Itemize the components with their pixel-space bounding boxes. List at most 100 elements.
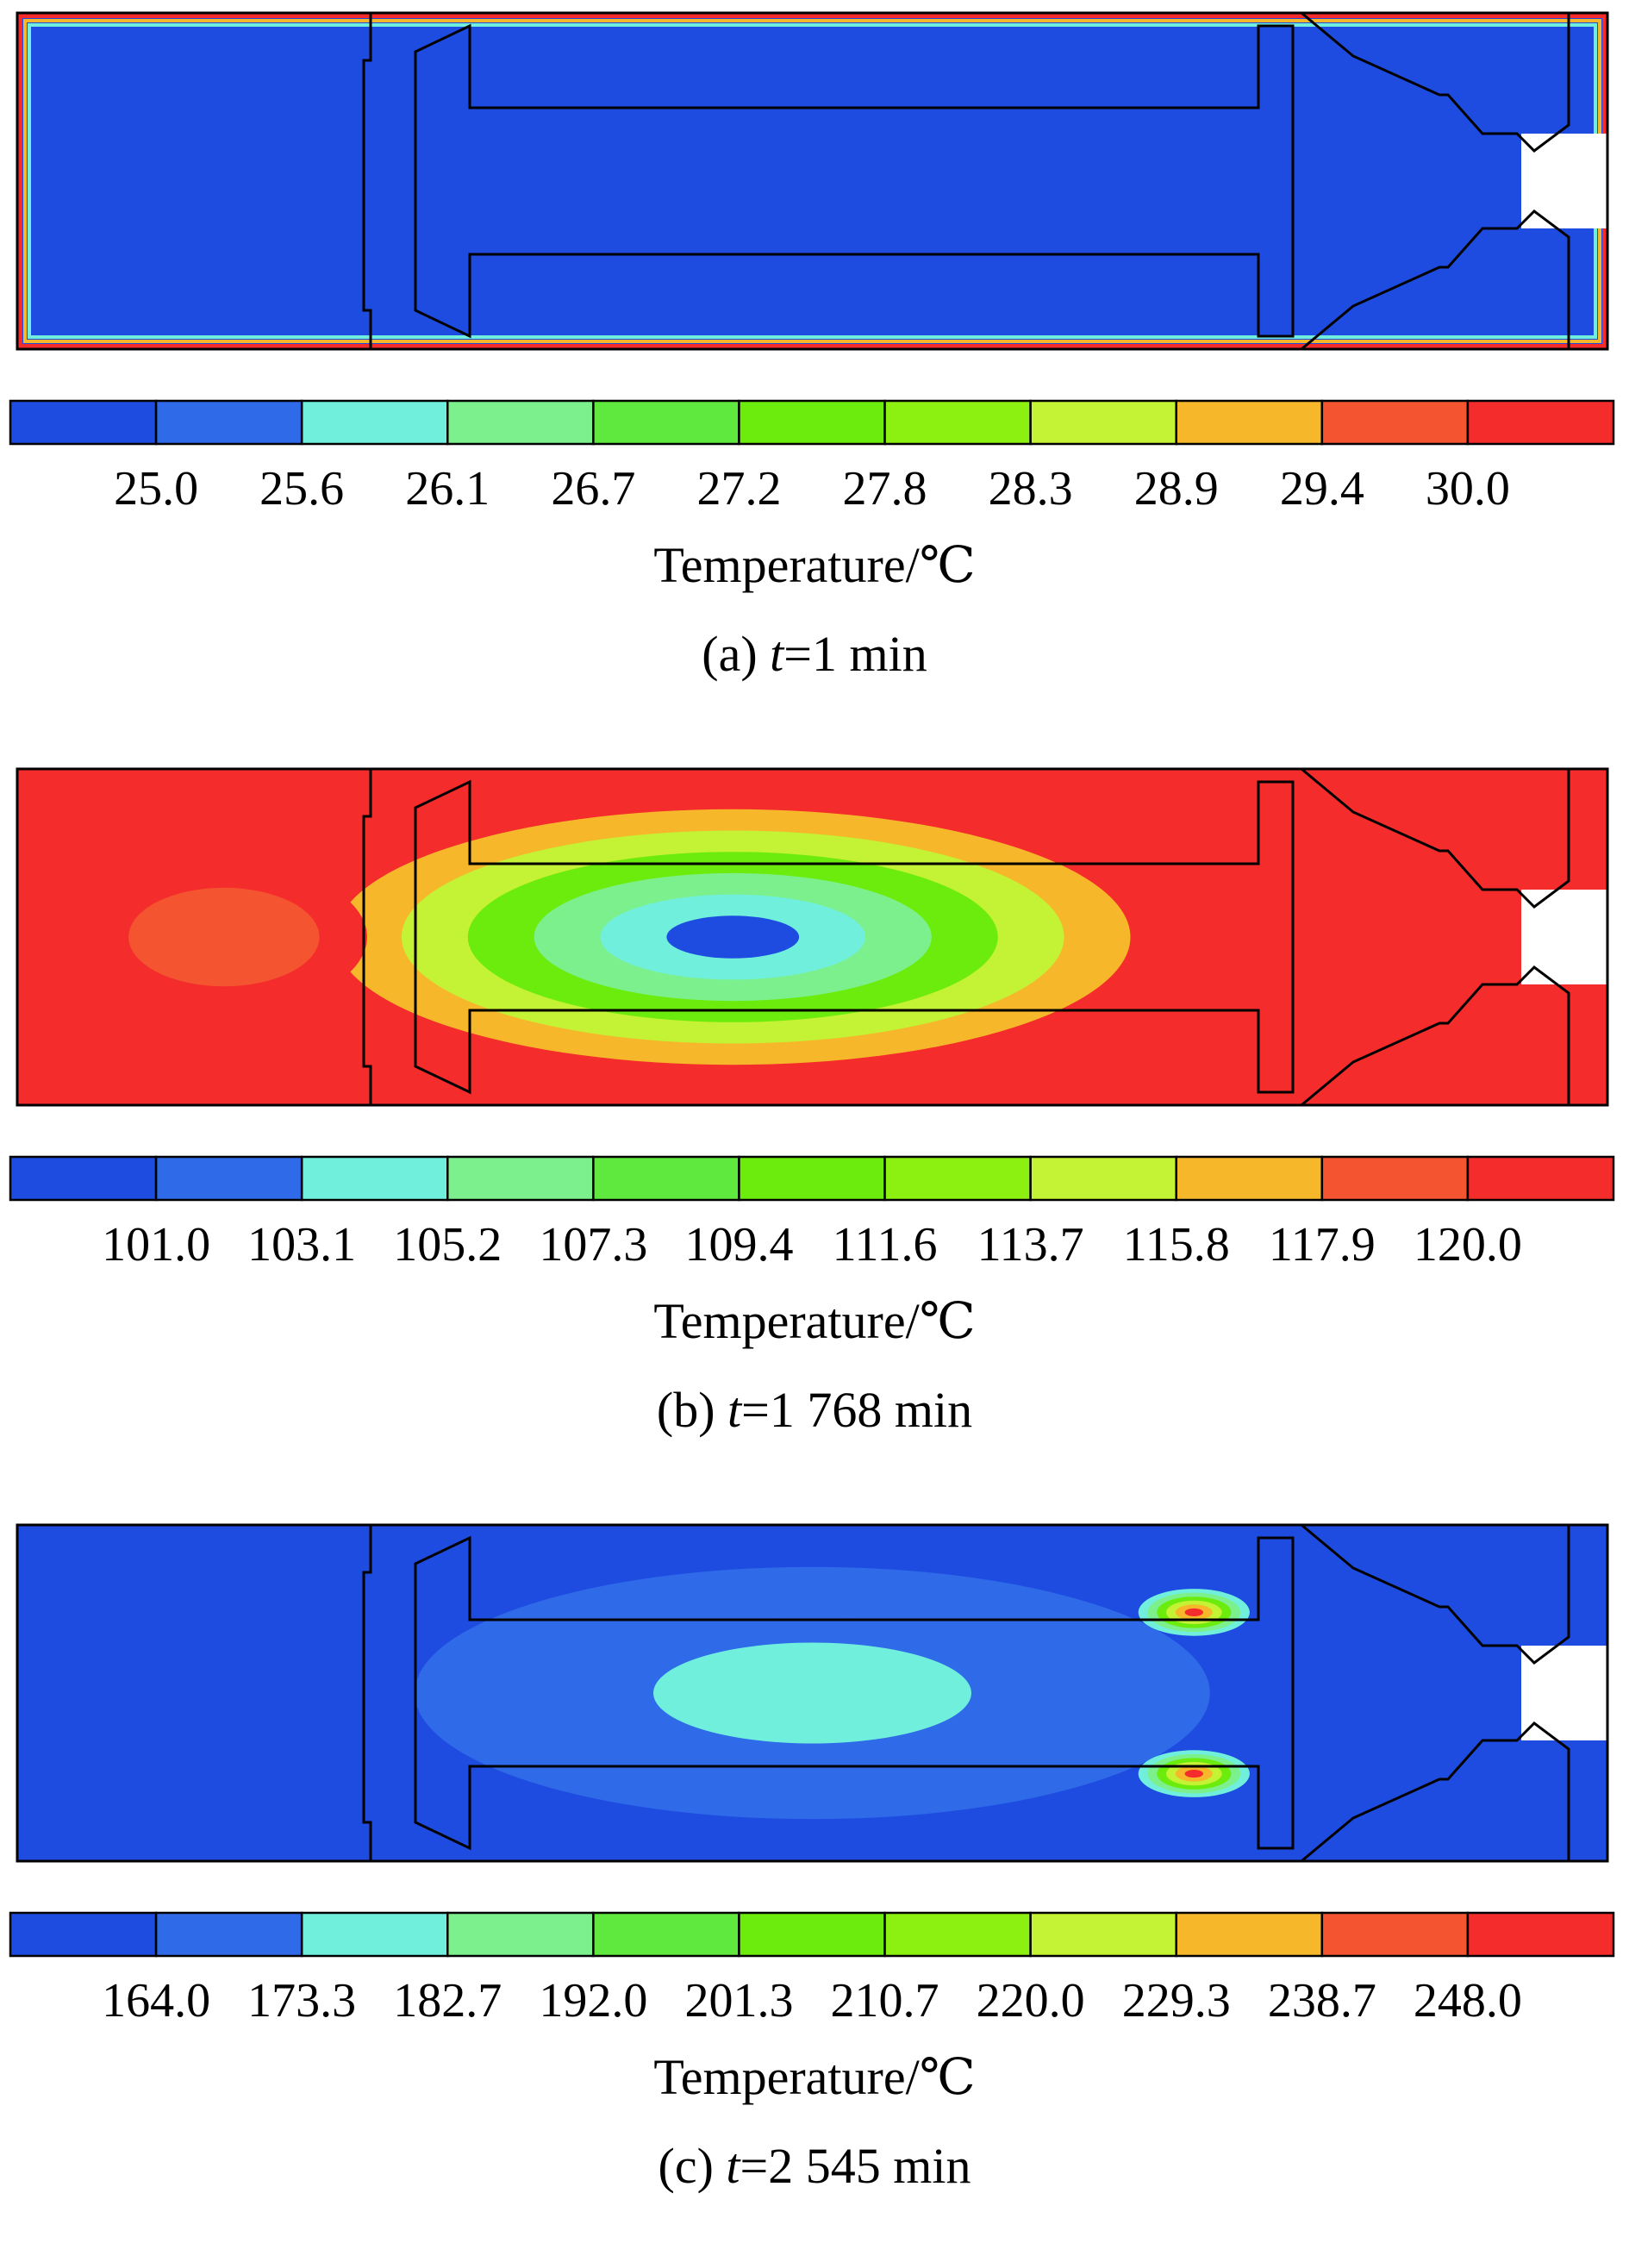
field-contour-0-5 — [666, 915, 800, 959]
colorbar-segment-8 — [1175, 1155, 1324, 1202]
casting-outline — [17, 11, 1570, 351]
outline-path-1 — [414, 1535, 1295, 1851]
colorbar-segment-6 — [883, 399, 1032, 446]
outline-path-3 — [1301, 1721, 1570, 1863]
colorbar-segment-7 — [1029, 399, 1177, 446]
colorbar-tick-label: 210.7 — [831, 1974, 939, 2027]
colorbar-segment-7 — [1029, 1155, 1177, 1202]
field-contour-1-5 — [1184, 1608, 1204, 1616]
temperature-field — [17, 1525, 1607, 1861]
colorbar-tick-label: 103.1 — [247, 1218, 356, 1271]
domain-notch — [1521, 1646, 1607, 1740]
caption-variable: t — [727, 1382, 743, 1438]
outline-path-2 — [1301, 11, 1570, 153]
colorbar-tick-label: 238.7 — [1268, 1974, 1376, 2027]
colorbar-segment-3 — [446, 1155, 595, 1202]
colorbar-segment-4 — [592, 399, 740, 446]
colorbar-segment-5 — [738, 399, 886, 446]
colorbar-tick-label: 120.0 — [1414, 1218, 1522, 1271]
temperature-field — [17, 13, 1607, 349]
colorbar-tick-label: 29.4 — [1280, 462, 1364, 515]
colorbar-tick-label: 164.0 — [102, 1974, 210, 2027]
colorbar-segment-10 — [1466, 1155, 1615, 1202]
colorbar-tick-label: 117.9 — [1269, 1218, 1376, 1271]
domain-notch — [1521, 890, 1607, 984]
colorbar-segment-0 — [9, 1911, 158, 1958]
outline-path-3 — [1301, 209, 1570, 351]
colorbar-segment-1 — [154, 399, 303, 446]
caption-variable: t — [726, 2138, 741, 2194]
colorbar-tick-label: 192.0 — [539, 1974, 647, 2027]
colorbar-segment-10 — [1466, 399, 1615, 446]
domain-notch — [1521, 134, 1607, 228]
colorbar-tick-label: 30.0 — [1426, 462, 1510, 515]
colorbar-tick-label: 201.3 — [684, 1974, 793, 2027]
panel-b: 101.0 103.1 105.2 107.3 109.4 111.6 113.7 115.8… — [0, 756, 1629, 1512]
colorbar-label: Temperature/℃ — [653, 537, 975, 593]
colorbar-segment-8 — [1175, 1911, 1324, 1958]
colorbar-tick-label: 27.2 — [696, 462, 781, 515]
caption-suffix: =1 min — [783, 626, 927, 682]
panel-caption: (b) t=1 768 min — [657, 1382, 972, 1438]
colorbar-tick-label: 173.3 — [247, 1974, 356, 2027]
colorbar-tick-label: 101.0 — [102, 1218, 210, 1271]
colorbar-segment-0 — [9, 399, 158, 446]
colorbar-tick-label: 107.3 — [539, 1218, 647, 1271]
field-contour-1-5 — [200, 924, 248, 950]
colorbar-tick-label: 28.3 — [989, 462, 1073, 515]
colorbar-segment-7 — [1029, 1911, 1177, 1958]
colorbar-tick-label: 229.3 — [1122, 1974, 1231, 2027]
caption-prefix: (c) — [658, 2138, 727, 2194]
outline-path-2 — [1301, 767, 1570, 909]
colorbar-segment-3 — [446, 399, 595, 446]
colorbar-segment-5 — [738, 1155, 886, 1202]
colorbar-tick-label: 26.7 — [551, 462, 635, 515]
colorbar-segment-3 — [446, 1911, 595, 1958]
field-contour-0-5 — [733, 1667, 892, 1719]
outline-path-3 — [1301, 965, 1570, 1107]
colorbar-tick-label: 105.2 — [393, 1218, 502, 1271]
colorbar-tick-label: 27.8 — [843, 462, 927, 515]
colorbar-segment-2 — [300, 399, 449, 446]
caption-prefix: (b) — [657, 1382, 727, 1438]
colorbar-tick-label: 115.8 — [1123, 1218, 1230, 1271]
panel-svg: 164.0 173.3 182.7 192.0 201.3 210.7 220.0 229.3… — [9, 1523, 1615, 2194]
colorbar-segment-9 — [1320, 1911, 1470, 1958]
colorbar-tick-label: 113.7 — [977, 1218, 1084, 1271]
panel-a: 25.0 25.6 26.1 26.7 27.2 27.8 28.3 28.9 29.4 30.0… — [0, 0, 1629, 756]
colorbar-tick-label: 28.9 — [1134, 462, 1219, 515]
outline-path-2 — [1301, 1523, 1570, 1665]
field-border — [16, 767, 1609, 1107]
field-border — [16, 1523, 1609, 1863]
colorbar-tick-label: 111.6 — [833, 1218, 938, 1271]
colorbar-tick-label: 25.6 — [259, 462, 344, 515]
colorbar-segment-1 — [154, 1911, 303, 1958]
panel-c: 164.0 173.3 182.7 192.0 201.3 210.7 220.0 229.3… — [0, 1512, 1629, 2268]
colorbar-tick-label: 248.0 — [1414, 1974, 1522, 2027]
temperature-field — [17, 769, 1607, 1105]
field-contour-2-5 — [1184, 1770, 1204, 1778]
colorbar-segment-2 — [300, 1155, 449, 1202]
panel-caption: (a) t=1 min — [702, 626, 927, 682]
caption-variable: t — [770, 626, 785, 682]
outline-path-1 — [414, 779, 1295, 1095]
colorbar-segment-9 — [1320, 399, 1470, 446]
field-border — [16, 11, 1609, 351]
colorbar-label: Temperature/℃ — [653, 2049, 975, 2105]
colorbar-segment-6 — [883, 1911, 1032, 1958]
caption-prefix: (a) — [702, 626, 770, 682]
colorbar-segment-4 — [592, 1155, 740, 1202]
caption-suffix: =1 768 min — [741, 1382, 972, 1438]
colorbar-segment-2 — [300, 1911, 449, 1958]
colorbar-segment-8 — [1175, 399, 1324, 446]
colorbar-tick-label: 220.0 — [977, 1974, 1085, 2027]
panel-svg: 25.0 25.6 26.1 26.7 27.2 27.8 28.3 28.9 29.4 30.0… — [9, 11, 1615, 682]
field-background — [17, 13, 1607, 349]
colorbar-segment-1 — [154, 1155, 303, 1202]
colorbar-segment-5 — [738, 1911, 886, 1958]
colorbar-tick-label: 182.7 — [393, 1974, 502, 2027]
colorbar-tick-label: 109.4 — [684, 1218, 793, 1271]
colorbar-label: Temperature/℃ — [653, 1293, 975, 1349]
colorbar-segment-9 — [1320, 1155, 1470, 1202]
